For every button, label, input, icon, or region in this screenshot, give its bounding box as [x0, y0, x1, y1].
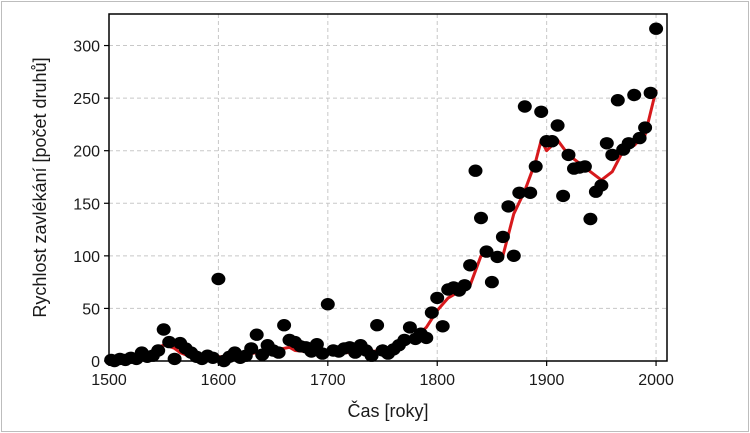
data-point: [550, 119, 565, 132]
data-point: [534, 105, 549, 119]
data-point: [151, 344, 166, 357]
data-point: [255, 348, 270, 361]
y-tick-label: 0: [91, 354, 100, 371]
data-point: [490, 250, 505, 264]
data-point: [424, 306, 439, 319]
y-tick-label: 150: [73, 196, 100, 213]
data-point: [621, 137, 636, 150]
y-axis-label: Rychlost zavlékání [počet druhů]: [30, 57, 50, 317]
data-point: [397, 333, 412, 347]
data-point: [271, 346, 286, 359]
trend-line-layer: [109, 89, 658, 362]
data-point: [309, 338, 324, 351]
data-point: [506, 249, 521, 262]
data-point: [545, 135, 560, 148]
trend-line: [109, 89, 658, 362]
data-point: [479, 245, 494, 258]
x-tick-label: 1600: [201, 372, 237, 389]
y-tick-label: 100: [73, 249, 100, 266]
data-point: [484, 275, 499, 289]
data-point: [402, 321, 417, 334]
data-point: [583, 212, 598, 226]
axis-ticks: 1500 1600 1700 1800 1900 2000 0 50 100 150 200 250 3…: [73, 39, 674, 389]
data-point: [315, 347, 330, 360]
x-tick-label: 2000: [638, 372, 674, 389]
data-point: [632, 131, 647, 145]
data-point: [320, 298, 335, 311]
data-point: [364, 349, 379, 362]
data-point: [249, 328, 264, 341]
x-tick-label: 1700: [310, 372, 346, 389]
data-point: [610, 94, 625, 107]
data-point: [457, 279, 472, 292]
y-tick-label: 300: [73, 39, 100, 56]
data-point: [594, 179, 609, 192]
data-point: [627, 88, 642, 102]
y-tick-label: 250: [73, 91, 100, 108]
data-point: [643, 86, 658, 100]
plot-area-border: [108, 13, 668, 362]
x-tick-label: 1900: [529, 372, 565, 389]
x-tick-label: 1500: [91, 372, 127, 389]
data-point: [162, 335, 177, 349]
data-point: [512, 186, 527, 199]
y-tick-label: 200: [73, 144, 100, 161]
data-point: [638, 121, 653, 134]
data-point: [556, 189, 571, 203]
data-point: [419, 331, 434, 345]
data-point: [605, 148, 620, 162]
data-point: [435, 320, 450, 333]
data-point: [501, 200, 516, 213]
x-axis-label: Čas [roky]: [347, 400, 428, 421]
data-point: [468, 164, 483, 177]
data-point: [649, 22, 664, 35]
data-point: [167, 352, 182, 366]
data-point: [277, 319, 292, 332]
data-point: [599, 137, 614, 150]
data-point: [528, 160, 543, 173]
x-tick-label: 1800: [419, 372, 455, 389]
data-point: [156, 323, 171, 336]
data-point: [523, 186, 538, 199]
data-point: [463, 259, 478, 272]
data-point: [430, 291, 445, 305]
data-points-layer: [104, 22, 664, 368]
data-point: [517, 100, 532, 113]
data-point: [577, 160, 592, 173]
data-point: [474, 211, 488, 225]
data-point: [495, 230, 510, 244]
data-point: [370, 319, 385, 332]
data-point: [211, 272, 226, 286]
grid-lines: [108, 14, 667, 362]
data-point: [244, 342, 259, 355]
y-tick-label: 50: [82, 301, 100, 318]
data-point: [561, 148, 576, 162]
